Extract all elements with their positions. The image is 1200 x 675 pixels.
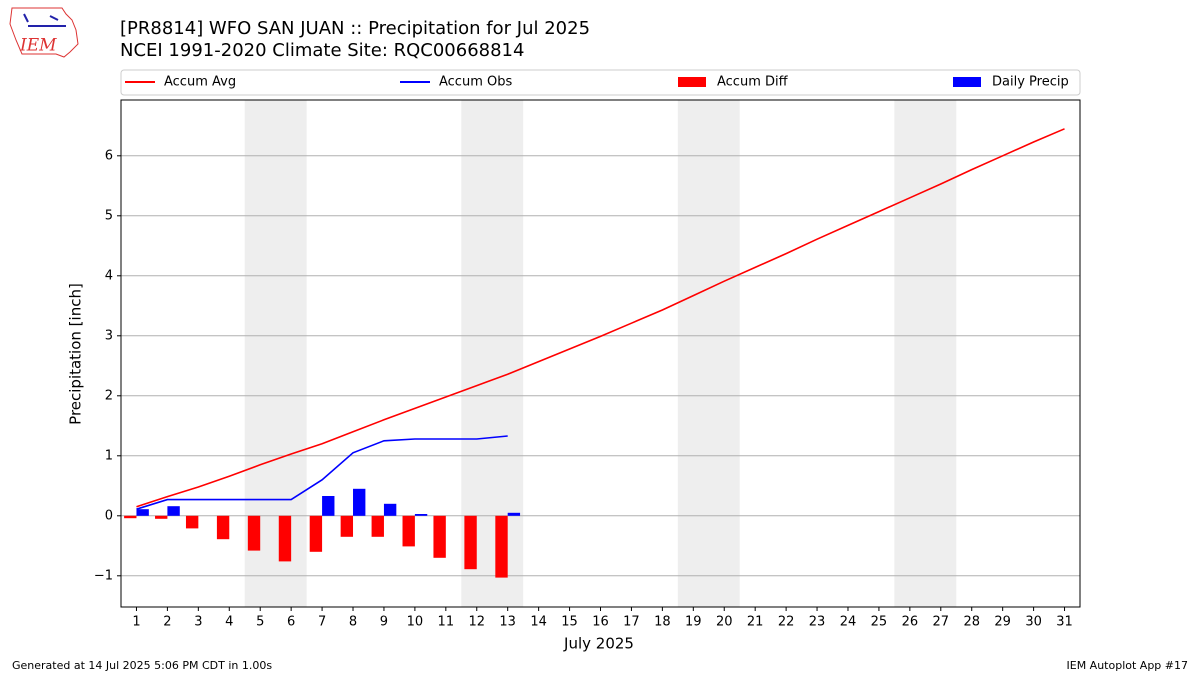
- x-tick-label: 30: [1025, 615, 1042, 630]
- plot-frame: [120, 99, 1081, 608]
- bar: [464, 515, 477, 570]
- x-tick-label: 28: [963, 615, 980, 630]
- chart-subtitle: NCEI 1991-2020 Climate Site: RQC00668814: [120, 40, 524, 61]
- legend-label: Accum Avg: [164, 75, 236, 90]
- x-tick-label: 20: [716, 615, 733, 630]
- x-tick-label: 24: [840, 615, 857, 630]
- line-series: [136, 128, 1065, 508]
- x-tick-label: 17: [623, 615, 640, 630]
- x-tick-label: 4: [225, 615, 233, 630]
- bar: [278, 515, 292, 562]
- y-tick-label: 1: [105, 448, 113, 463]
- x-tick-label: 10: [407, 615, 424, 630]
- x-tick-label: 9: [380, 615, 388, 630]
- footer-left: Generated at 14 Jul 2025 5:06 PM CDT in …: [12, 659, 272, 672]
- bar: [247, 515, 261, 551]
- logo-text: IEM: [19, 36, 57, 56]
- weekend-shade: [894, 100, 957, 607]
- y-tick-label: 0: [105, 508, 113, 523]
- bar: [322, 496, 335, 516]
- line-series: [136, 435, 508, 510]
- bar: [507, 512, 521, 516]
- x-tick-label: 21: [747, 615, 764, 630]
- x-tick-label: 5: [256, 615, 264, 630]
- logo-icon: [23, 13, 66, 27]
- y-tick-label: 2: [105, 388, 113, 403]
- y-tick-label: 6: [105, 148, 113, 163]
- bar: [155, 515, 168, 519]
- chart-title: [PR8814] WFO SAN JUAN :: Precipitation f…: [120, 18, 590, 39]
- x-tick-label: 27: [933, 615, 950, 630]
- bar: [495, 515, 508, 578]
- x-tick-label: 15: [561, 615, 578, 630]
- legend-label: Accum Diff: [717, 75, 789, 90]
- y-tick-label: 4: [105, 268, 113, 283]
- x-tick-label: 23: [809, 615, 826, 630]
- x-axis-label: July 2025: [563, 635, 634, 653]
- x-tick-label: 29: [994, 615, 1011, 630]
- x-tick-label: 7: [318, 615, 326, 630]
- y-tick-label: 5: [105, 208, 113, 223]
- bar: [167, 506, 180, 516]
- bar: [185, 515, 199, 529]
- x-tick-label: 22: [778, 615, 795, 630]
- bar: [124, 515, 137, 519]
- bar: [136, 509, 149, 516]
- bar: [309, 515, 323, 552]
- x-tick-label: 6: [287, 615, 295, 630]
- logo-outline: [9, 7, 79, 58]
- y-tick-label: −1: [94, 568, 113, 583]
- bar: [433, 515, 446, 558]
- legend-label: Accum Obs: [439, 75, 512, 90]
- logo: IEM: [9, 7, 79, 58]
- footer-right: IEM Autoplot App #17: [1067, 659, 1189, 672]
- x-tick-label: 14: [530, 615, 547, 630]
- bar: [216, 515, 230, 540]
- y-axis-label: Precipitation [inch]: [67, 283, 85, 425]
- bar: [383, 503, 397, 516]
- bar: [340, 515, 354, 537]
- weekend-shade: [677, 100, 740, 607]
- legend-swatch: [678, 77, 706, 87]
- x-tick-label: 13: [499, 615, 516, 630]
- legend-label: Daily Precip: [992, 75, 1069, 90]
- bar: [353, 488, 366, 516]
- x-tick-label: 16: [592, 615, 609, 630]
- x-tick-label: 26: [902, 615, 919, 630]
- x-tick-label: 11: [438, 615, 455, 630]
- x-tick-label: 18: [654, 615, 671, 630]
- x-tick-label: 1: [132, 615, 140, 630]
- x-tick-label: 31: [1056, 615, 1073, 630]
- x-tick-label: 3: [194, 615, 202, 630]
- y-tick-label: 3: [105, 328, 113, 343]
- x-tick-label: 2: [163, 615, 171, 630]
- x-tick-label: 19: [685, 615, 702, 630]
- x-tick-label: 8: [349, 615, 357, 630]
- legend-swatch: [953, 77, 981, 87]
- legend-box: [120, 69, 1081, 96]
- bar: [371, 515, 384, 537]
- bar: [414, 514, 428, 516]
- x-tick-label: 12: [468, 615, 485, 630]
- x-tick-label: 25: [871, 615, 888, 630]
- bar: [402, 515, 415, 547]
